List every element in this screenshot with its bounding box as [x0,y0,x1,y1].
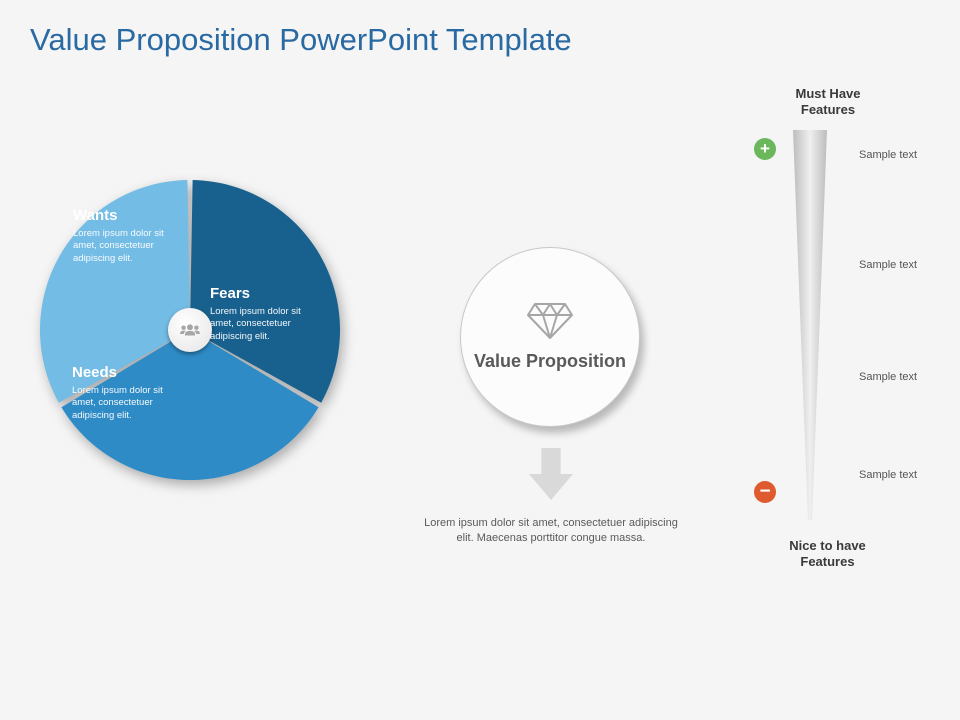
segment-label-wants: Wants Lorem ipsum dolor sit amet, consec… [73,207,183,265]
segment-title: Wants [73,207,183,224]
segment-body: Lorem ipsum dolor sit amet, consectetuer… [73,228,183,265]
plus-icon: + [754,138,776,160]
users-icon [179,323,201,337]
vp-description: Lorem ipsum dolor sit amet, consectetuer… [416,516,686,546]
sample-text: Sample text [859,370,929,384]
segment-body: Lorem ipsum dolor sit amet, consectetuer… [72,385,182,422]
page-title: Value Proposition PowerPoint Template [30,22,572,58]
segment-title: Needs [72,364,182,381]
segment-label-fears: Fears Lorem ipsum dolor sit amet, consec… [210,285,320,343]
arrow-down-icon [529,448,573,500]
value-proposition-circle: Value Proposition [460,247,640,427]
sample-text: Sample text [859,258,929,272]
priority-wedge [793,130,827,520]
diamond-icon [525,301,575,341]
minus-icon: − [754,481,776,503]
sample-text: Sample text [859,468,929,482]
minus-symbol: − [759,481,770,503]
segment-title: Fears [210,285,320,302]
vp-title: Value Proposition [474,351,626,373]
segment-label-needs: Needs Lorem ipsum dolor sit amet, consec… [72,364,182,422]
sample-text: Sample text [859,148,929,162]
nice-to-have-label: Nice to have Features [770,538,885,571]
must-have-label: Must Have Features [778,86,878,119]
segment-body: Lorem ipsum dolor sit amet, consectetuer… [210,306,320,343]
plus-symbol: + [760,139,770,159]
pie-center-hub [168,308,212,352]
